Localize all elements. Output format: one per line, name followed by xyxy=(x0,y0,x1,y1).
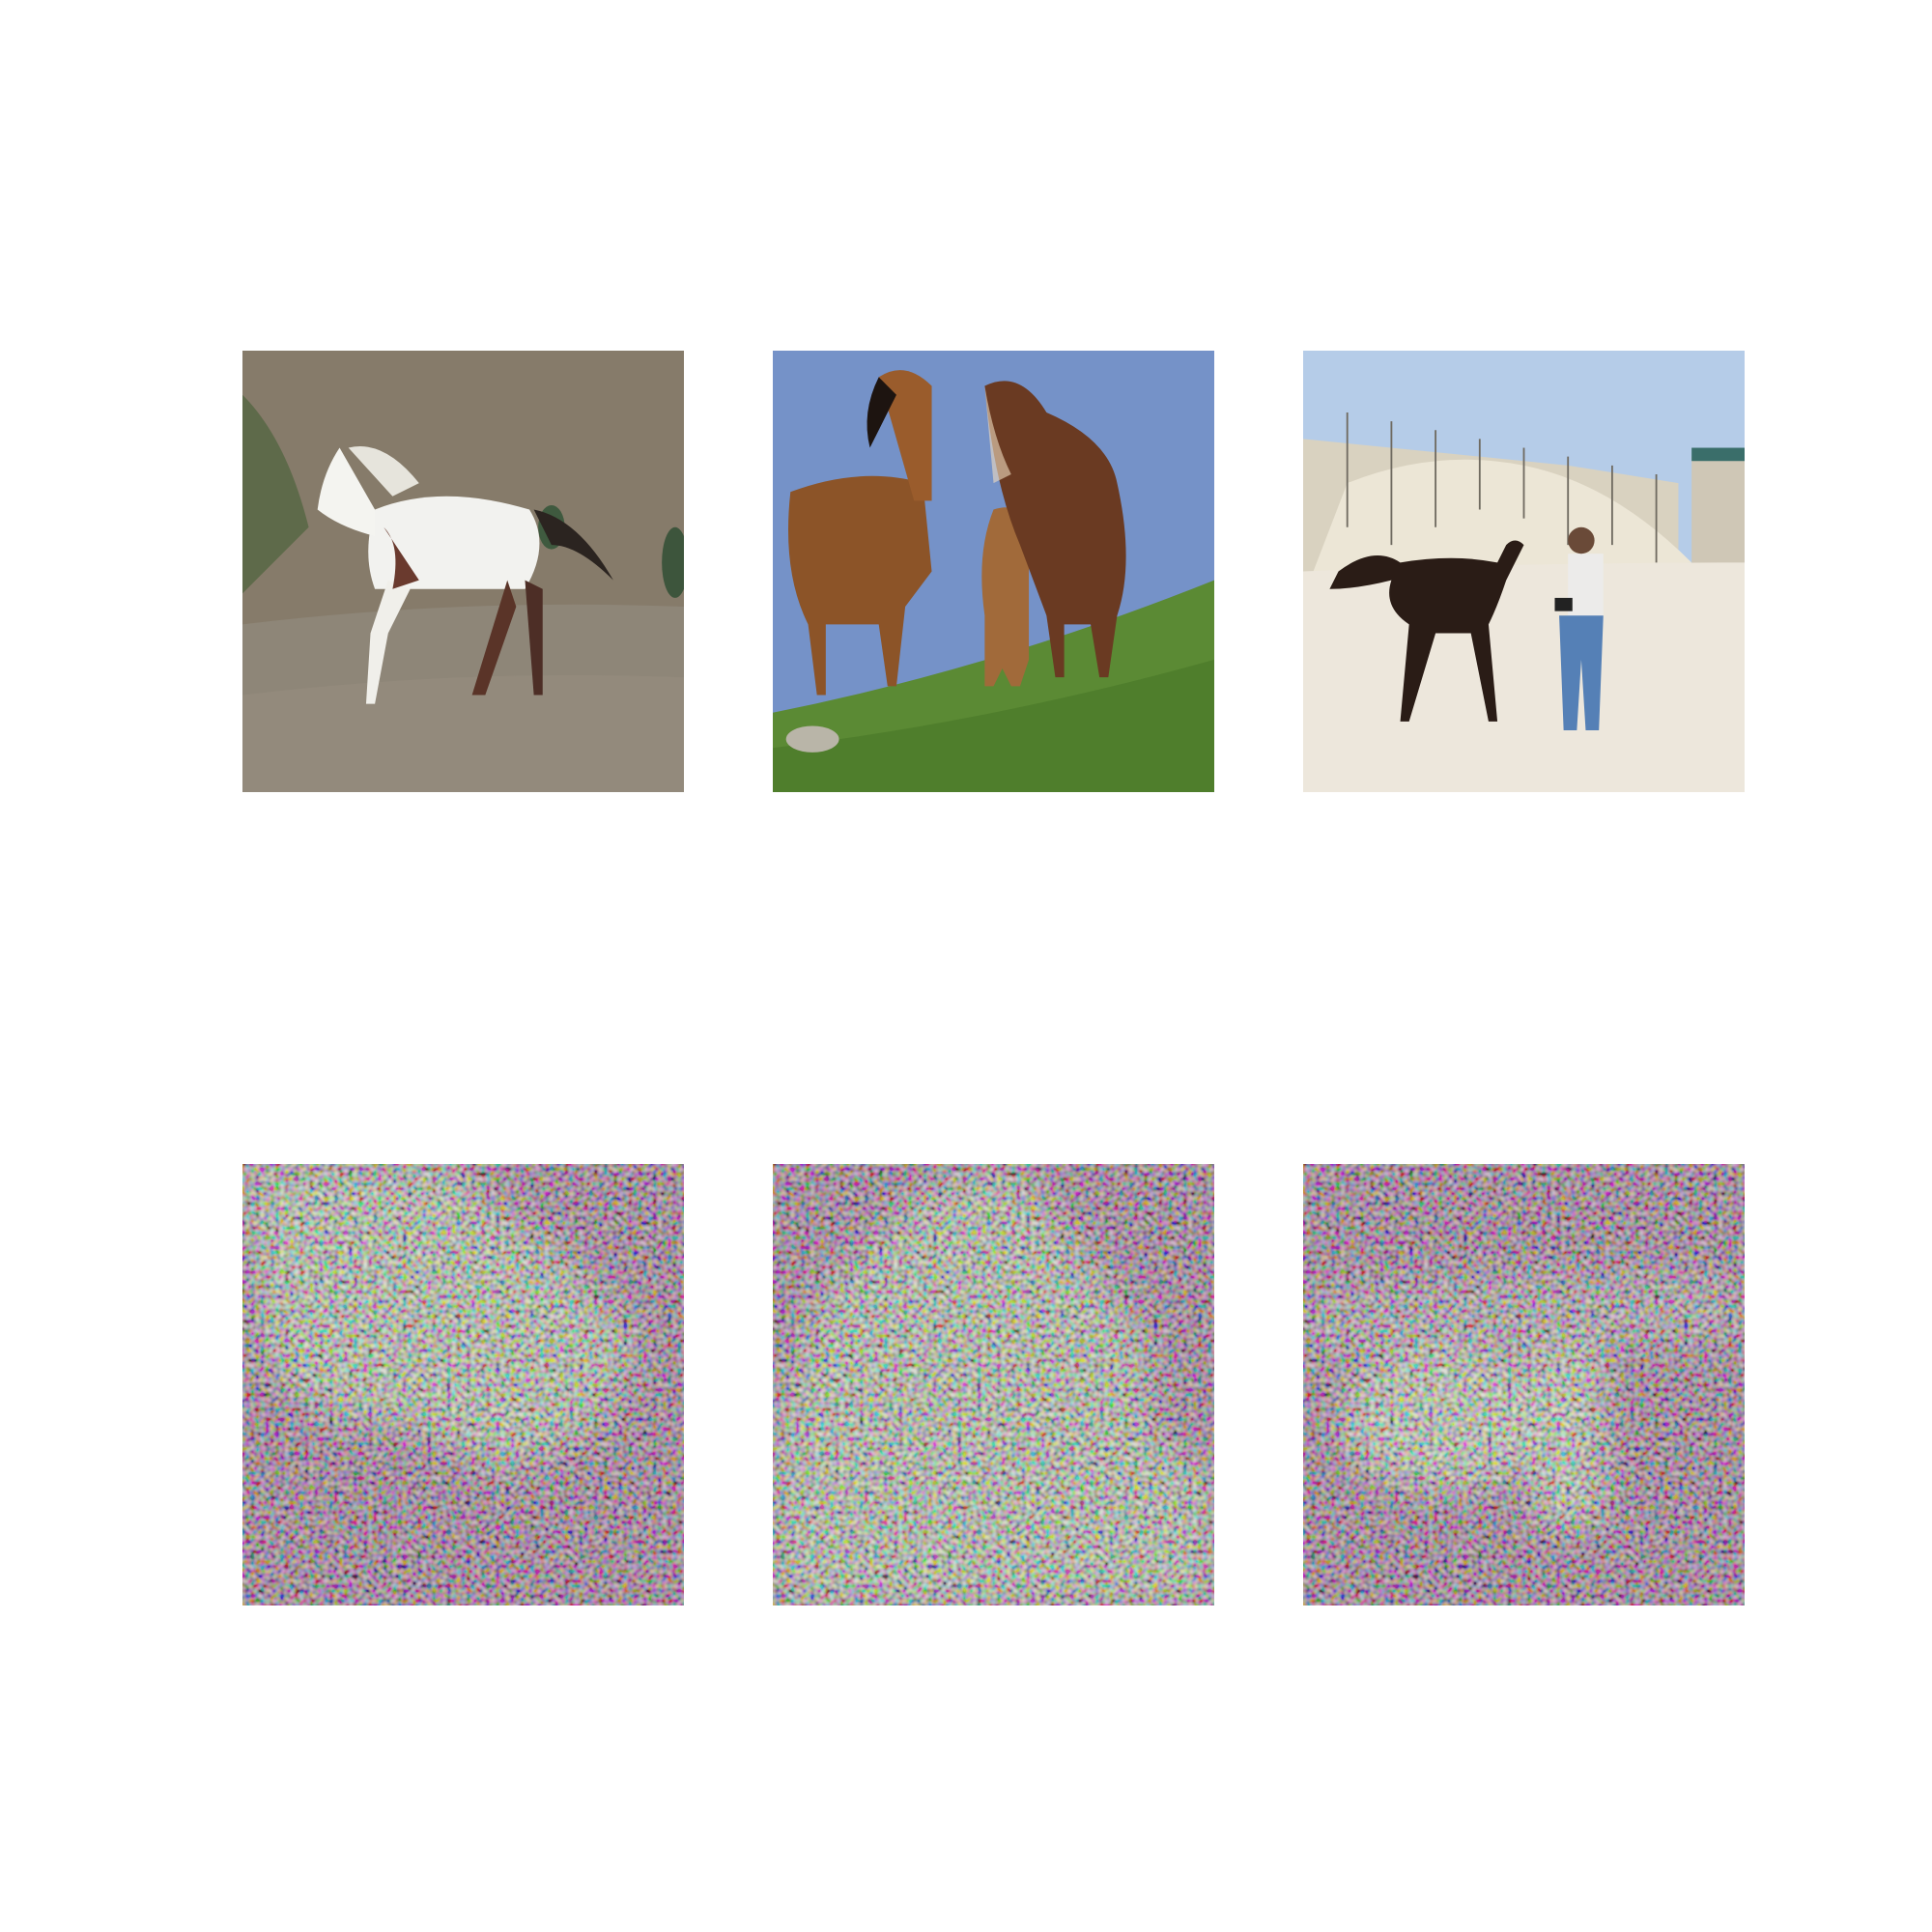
noisy-image-3 xyxy=(1303,1164,1745,1605)
photo-white-horse xyxy=(242,351,685,792)
noisy-image-1 xyxy=(242,1164,684,1605)
noisy-image-2 xyxy=(773,1164,1214,1605)
photo-beach-foal xyxy=(1303,351,1745,792)
photo-three-horses xyxy=(773,351,1214,792)
